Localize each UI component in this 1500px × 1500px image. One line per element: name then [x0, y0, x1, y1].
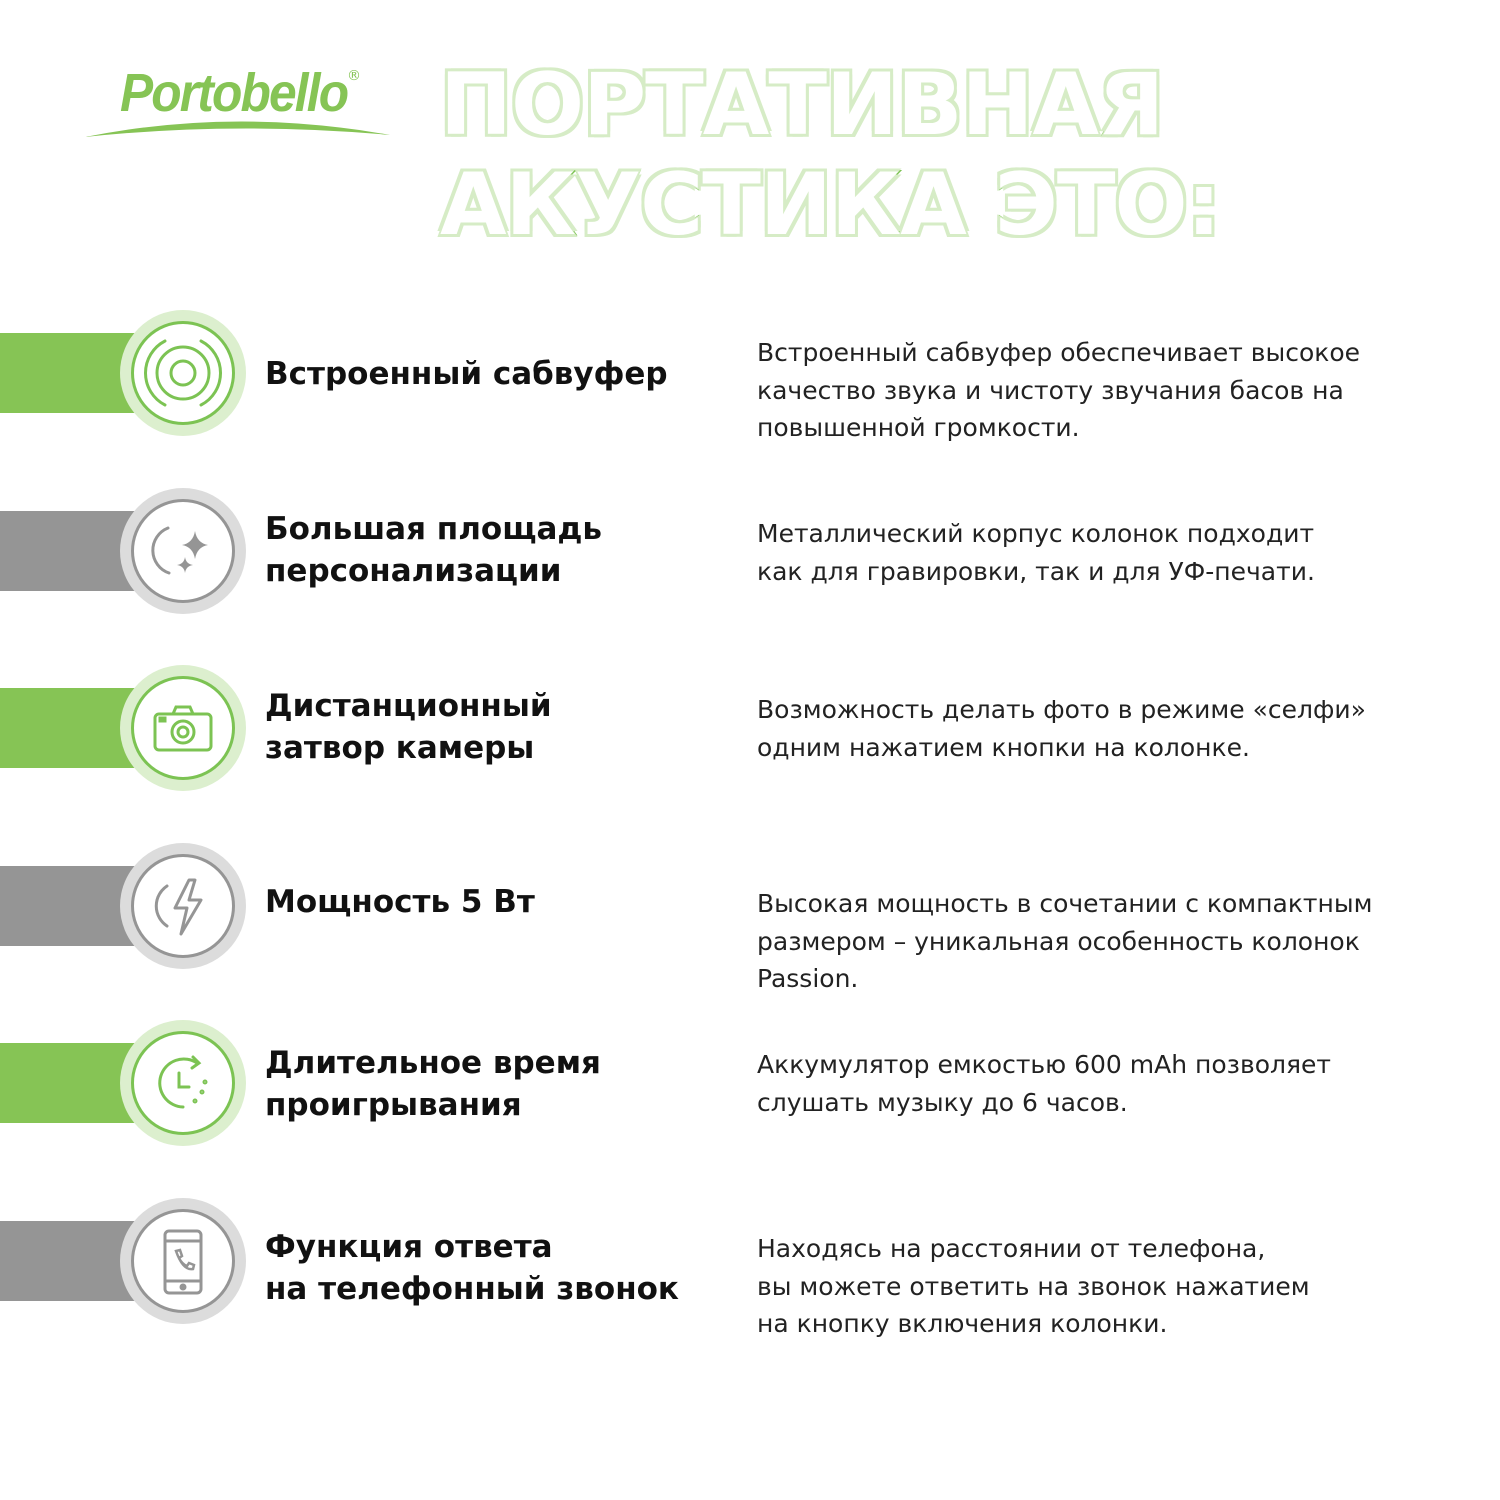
feature-playtime: Длительное время проигрывания Аккумулято… — [0, 1018, 1500, 1148]
icon-badge — [120, 843, 246, 969]
logo-swoosh-icon — [85, 121, 390, 137]
sparkle-icon — [151, 526, 208, 575]
feature-description: Высокая мощность в сочетании с компактны… — [757, 889, 1373, 993]
lightning-icon — [154, 878, 203, 936]
portobello-logo: Portobello ® — [85, 60, 395, 145]
feature-heading: Длительное время проигрывания — [265, 1045, 601, 1123]
feature-description: Металлический корпус колонок подходит ка… — [757, 519, 1315, 586]
feature-heading: Мощность 5 Вт — [265, 884, 535, 920]
feature-heading: Большая площадь персонализации — [265, 511, 603, 589]
icon-badge — [120, 488, 246, 614]
feature-description: Возможность делать фото в режиме «селфи»… — [757, 695, 1366, 762]
feature-call-answer: Функция ответа на телефонный звонок Нахо… — [0, 1196, 1500, 1338]
feature-personalization: Большая площадь персонализации Металличе… — [0, 486, 1500, 616]
logo-registered-mark: ® — [347, 68, 361, 84]
feature-description: Аккумулятор емкостью 600 mAh позволяет с… — [757, 1050, 1331, 1117]
phone-icon — [163, 1229, 203, 1295]
logo-text: Portobello — [120, 63, 349, 123]
subwoofer-icon — [143, 339, 223, 407]
title-line-1: ПОРТАТИВНАЯ — [439, 54, 1166, 157]
camera-icon — [153, 705, 213, 752]
icon-badge — [120, 310, 246, 436]
feature-heading: Дистанционный затвор камеры — [265, 688, 552, 766]
feature-description: Встроенный сабвуфер обеспечивает высокое… — [757, 338, 1361, 442]
clock-icon — [158, 1055, 208, 1109]
feature-heading: Встроенный сабвуфер — [265, 356, 668, 392]
feature-camera-shutter: Дистанционный затвор камеры Возможность … — [0, 663, 1500, 793]
page-title: ПОРТАТИВНАЯ АКУСТИКА ЭТО: — [439, 54, 1223, 257]
title-line-2: АКУСТИКА ЭТО: — [439, 154, 1223, 257]
feature-subwoofer: Встроенный сабвуфер Встроенный сабвуфер … — [0, 308, 1500, 442]
feature-heading: Функция ответа на телефонный звонок — [265, 1229, 679, 1307]
icon-badge — [120, 665, 246, 791]
feature-power: Мощность 5 Вт Высокая мощность в сочетан… — [0, 841, 1500, 993]
feature-description: Находясь на расстоянии от телефона, вы м… — [757, 1234, 1310, 1338]
icon-badge — [120, 1198, 246, 1324]
icon-badge — [120, 1020, 246, 1146]
